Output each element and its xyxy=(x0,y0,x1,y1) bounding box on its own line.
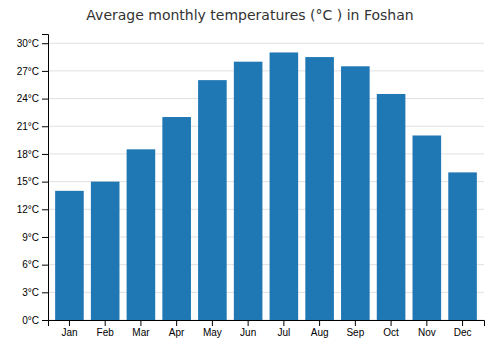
y-tick-label: 24°C xyxy=(17,93,39,104)
x-tick: Nov xyxy=(418,320,436,338)
y-tick-mark xyxy=(42,99,48,100)
y-tick: 27°C xyxy=(17,66,48,77)
x-tick-mark xyxy=(391,320,392,326)
x-tick-label: Sep xyxy=(346,327,364,338)
x-tick-label: Mar xyxy=(132,327,150,338)
x-tick: Jun xyxy=(240,320,256,338)
y-tick-mark xyxy=(42,71,48,72)
x-tick-label: Jun xyxy=(240,327,256,338)
bar xyxy=(198,80,227,320)
y-tick-label: 15°C xyxy=(17,176,39,187)
y-tick: 21°C xyxy=(17,121,48,132)
x-tick-label: May xyxy=(203,327,222,338)
y-tick-mark xyxy=(42,265,48,266)
y-tick: 3°C xyxy=(22,287,48,298)
y-tick: 15°C xyxy=(17,176,48,187)
y-tick-label: 3°C xyxy=(22,287,39,298)
bar xyxy=(127,149,156,320)
grid-line xyxy=(48,70,484,71)
x-tick-mark xyxy=(212,320,213,326)
y-tick-label: 0°C xyxy=(22,315,39,326)
y-tick-label: 27°C xyxy=(17,66,39,77)
y-tick-mark xyxy=(42,292,48,293)
y-tick-mark xyxy=(42,320,48,321)
x-tick-mark xyxy=(248,320,249,326)
y-tick-label: 12°C xyxy=(17,204,39,215)
y-tick-label: 21°C xyxy=(17,121,39,132)
bar xyxy=(270,52,299,320)
grid-line xyxy=(48,126,484,127)
x-tick-label: Jul xyxy=(277,327,290,338)
y-tick-label: 18°C xyxy=(17,149,39,160)
x-axis-line xyxy=(49,321,485,327)
y-tick: 30°C xyxy=(17,38,48,49)
x-tick: Jan xyxy=(61,320,77,338)
y-axis-line xyxy=(42,35,49,321)
y-tick-mark xyxy=(42,209,48,210)
y-axis: 0°C 3°C 6°C 9°C 12°C 15°C 18°C 21°C 24°C 27°C 30°C xyxy=(17,35,49,326)
x-tick: Aug xyxy=(311,320,329,338)
x-tick-label: Apr xyxy=(169,327,185,338)
y-tick-mark xyxy=(42,182,48,183)
x-tick-label: Aug xyxy=(311,327,329,338)
y-tick: 24°C xyxy=(17,93,48,104)
x-tick: Apr xyxy=(169,320,185,338)
x-tick-label: Nov xyxy=(418,327,436,338)
bars xyxy=(55,52,477,320)
y-tick: 12°C xyxy=(17,204,48,215)
x-tick-mark xyxy=(105,320,106,326)
y-tick: 0°C xyxy=(22,315,48,326)
x-tick-mark xyxy=(355,320,356,326)
x-tick-mark xyxy=(140,320,141,326)
x-tick: May xyxy=(203,320,222,338)
y-tick-mark xyxy=(42,237,48,238)
plot: Jan Feb Mar Apr May Jun Jul Aug Sep Oct Nov Dec 0°C 3… xyxy=(17,35,485,339)
x-tick-label: Feb xyxy=(97,327,115,338)
x-tick: Oct xyxy=(383,320,399,338)
x-tick-mark xyxy=(319,320,320,326)
bar xyxy=(55,191,84,320)
chart: Average monthly temperatures (°C ) in Fo… xyxy=(0,0,500,350)
x-tick: Dec xyxy=(454,320,472,338)
x-tick-mark xyxy=(176,320,177,326)
title: Average monthly temperatures (°C ) in Fo… xyxy=(86,7,413,23)
x-tick: Jul xyxy=(277,320,290,338)
x-tick: Feb xyxy=(97,320,115,338)
x-tick-label: Oct xyxy=(383,327,399,338)
x-tick-label: Jan xyxy=(61,327,77,338)
x-tick-mark xyxy=(462,320,463,326)
y-tick-label: 30°C xyxy=(17,38,39,49)
x-tick-label: Dec xyxy=(454,327,472,338)
bar xyxy=(377,94,406,320)
y-tick-label: 6°C xyxy=(22,259,39,270)
bar xyxy=(305,57,334,320)
y-tick: 9°C xyxy=(22,232,48,243)
y-tick-mark xyxy=(42,126,48,127)
bar xyxy=(341,66,370,320)
bar xyxy=(448,172,477,320)
bar xyxy=(413,135,442,320)
grid-line xyxy=(48,43,484,44)
x-tick-mark xyxy=(283,320,284,326)
bar xyxy=(234,62,263,320)
bar xyxy=(91,182,120,320)
grid-line xyxy=(48,98,484,99)
y-tick: 6°C xyxy=(22,259,48,270)
y-tick-mark xyxy=(42,154,48,155)
y-tick-label: 9°C xyxy=(22,232,39,243)
y-tick: 18°C xyxy=(17,149,48,160)
x-tick: Mar xyxy=(132,320,150,338)
x-tick-mark xyxy=(426,320,427,326)
x-tick: Sep xyxy=(346,320,364,338)
grid xyxy=(48,43,484,320)
x-tick-mark xyxy=(69,320,70,326)
bar xyxy=(162,117,191,320)
x-axis: Jan Feb Mar Apr May Jun Jul Aug Sep Oct Nov Dec xyxy=(49,320,485,338)
y-tick-mark xyxy=(42,43,48,44)
